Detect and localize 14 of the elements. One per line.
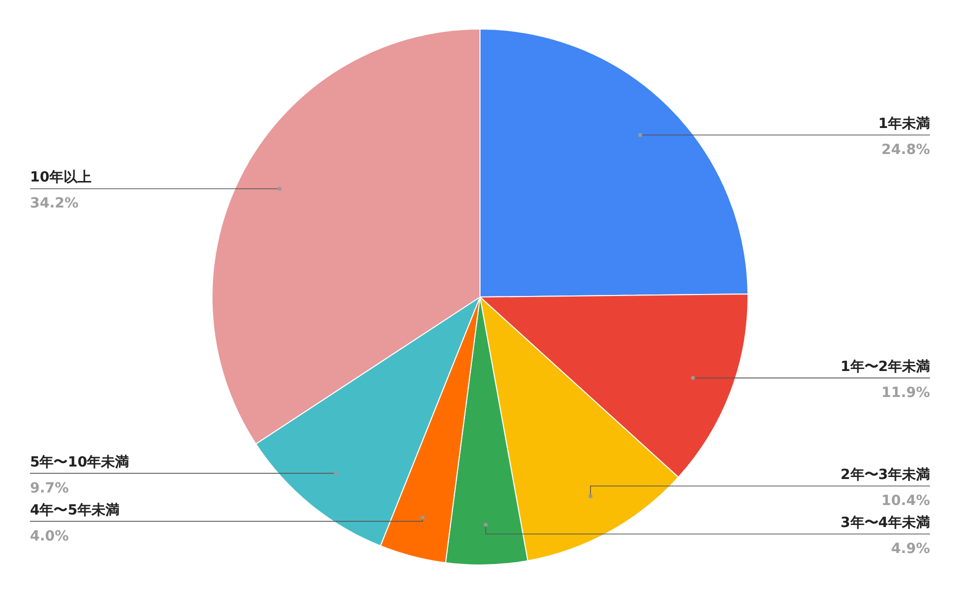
- slice-label: 3年〜4年未満: [840, 515, 930, 531]
- data-label: 9.7%: [30, 480, 69, 496]
- data-label: 4.9%: [891, 541, 930, 557]
- data-label: 4.0%: [30, 528, 69, 544]
- slice-label: 1年未満: [878, 116, 930, 132]
- slice-label: 10年以上: [30, 170, 92, 186]
- slice-label: 2年〜3年未満: [840, 467, 930, 483]
- data-label: 34.2%: [30, 196, 79, 212]
- slice-label: 4年〜5年未満: [30, 502, 120, 518]
- data-label: 10.4%: [881, 493, 930, 509]
- slice-label: 5年〜10年未満: [30, 454, 130, 470]
- data-label: 11.9%: [881, 384, 930, 401]
- data-label: 24.8%: [881, 142, 930, 158]
- slice-label: 1年〜2年未満: [840, 358, 930, 375]
